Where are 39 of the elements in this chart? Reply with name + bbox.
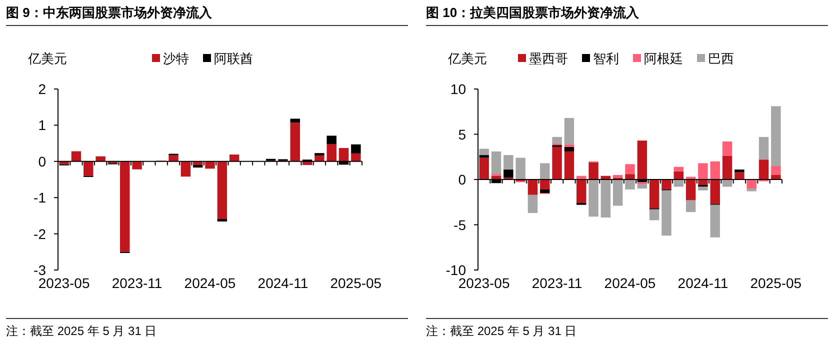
legend-阿联酋: 阿联酋 (203, 51, 253, 66)
legend-label: 智利 (593, 51, 619, 66)
x-tick-label: 2025-05 (750, 275, 802, 291)
y-tick-label: -5 (454, 216, 466, 233)
y-tick-label: 5 (458, 126, 466, 142)
legend-label: 阿根廷 (644, 51, 683, 66)
x-tick-label: 2024-05 (604, 275, 656, 291)
y-tick-label: 2 (38, 81, 46, 97)
y-tick-label: -3 (34, 262, 46, 278)
legend-沙特: 沙特 (152, 51, 189, 66)
legend-阿根廷: 阿根廷 (633, 51, 683, 66)
y-tick-label: -1 (34, 190, 46, 206)
y-tick-label: -10 (446, 262, 466, 278)
y-axis-title: 亿美元 (27, 51, 67, 66)
x-tick-label: 2024-11 (678, 275, 728, 291)
x-tick-label: 2023-11 (532, 275, 582, 291)
legend-label: 阿联酋 (214, 51, 253, 66)
x-tick-label: 2025-05 (330, 275, 382, 291)
legend-墨西哥: 墨西哥 (518, 51, 568, 66)
x-tick-label: 2023-05 (38, 275, 90, 291)
legend-智利: 智利 (582, 51, 619, 66)
legend-label: 巴西 (708, 51, 734, 66)
text: 注：截至 2025 年 5 月 31 日 (6, 318, 408, 340)
y-tick-label: 0 (38, 153, 46, 170)
legend-巴西: 巴西 (697, 51, 734, 66)
y-axis-title: 亿美元 (447, 51, 487, 66)
y-tick-label: 1 (38, 117, 46, 134)
y-tick-label: 10 (450, 81, 466, 97)
legend-label: 墨西哥 (529, 51, 568, 66)
x-tick-label: 2024-05 (184, 275, 236, 291)
text: 注：截至 2025 年 5 月 31 日 (426, 318, 828, 340)
x-tick-label: 2023-11 (112, 275, 162, 291)
x-tick-label: 2023-05 (458, 275, 510, 291)
x-tick-label: 2024-11 (258, 275, 308, 291)
y-tick-label: 0 (458, 172, 466, 188)
y-tick-label: -2 (34, 226, 46, 242)
legend-label: 沙特 (163, 51, 189, 66)
chart-title: 图 10：拉美四国股票市场外资净流入 (426, 4, 828, 26)
chart-title: 图 9：中东两国股票市场外资净流入 (6, 4, 408, 26)
